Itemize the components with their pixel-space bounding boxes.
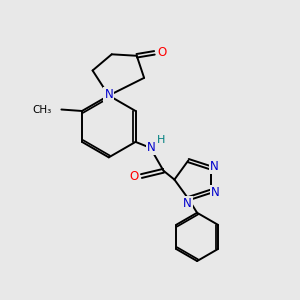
Text: CH₃: CH₃ — [33, 104, 52, 115]
Text: O: O — [130, 169, 139, 183]
Text: N: N — [211, 186, 219, 199]
Text: H: H — [157, 134, 166, 145]
Text: N: N — [183, 197, 192, 210]
Text: N: N — [210, 160, 218, 173]
Text: N: N — [104, 88, 113, 101]
Text: O: O — [157, 46, 167, 59]
Text: N: N — [146, 141, 155, 154]
